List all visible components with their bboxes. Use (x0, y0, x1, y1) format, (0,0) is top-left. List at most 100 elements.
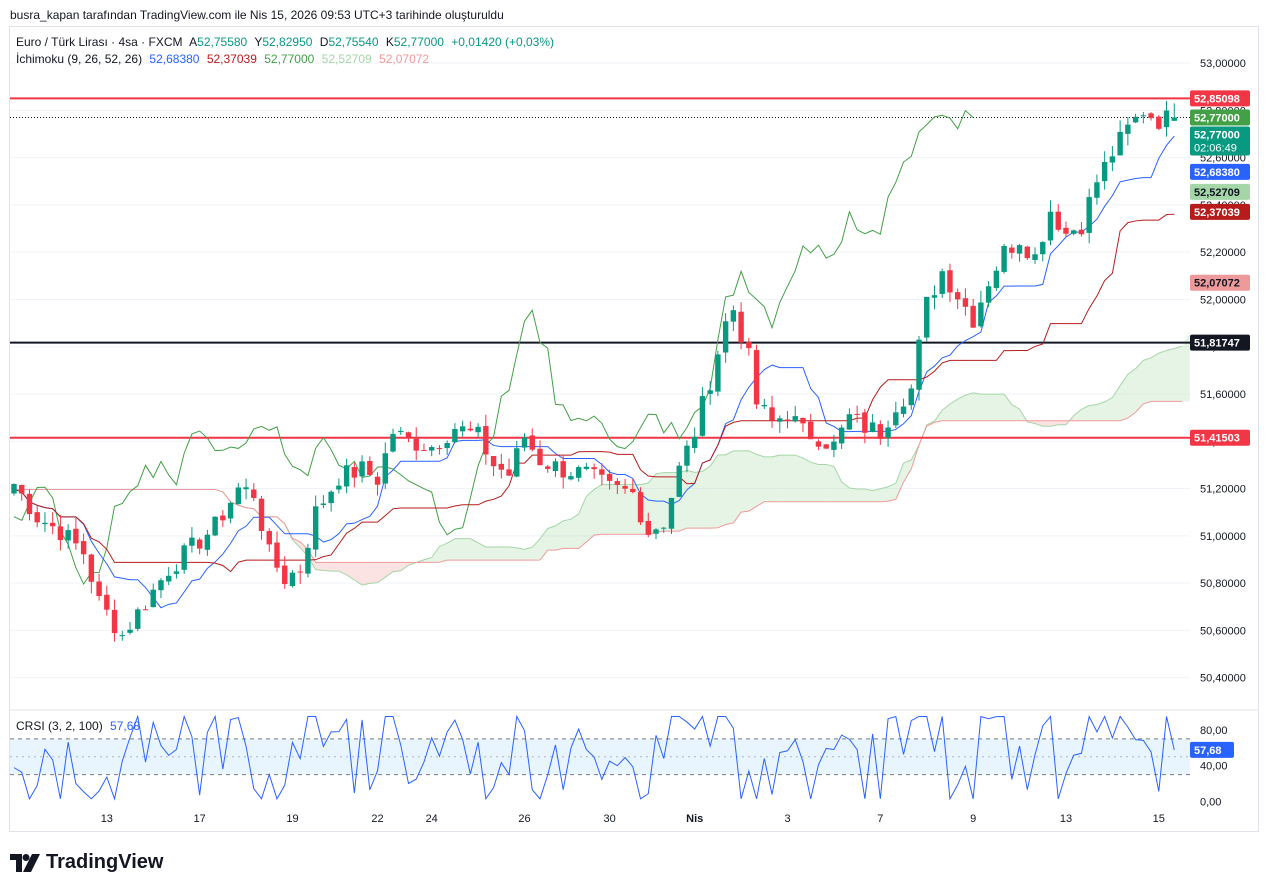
ichimoku-cloud-segment (1158, 350, 1167, 402)
candle-body (19, 484, 25, 494)
ichimoku-cloud-segment (725, 450, 734, 525)
candle-body (305, 547, 311, 574)
candle-body (374, 476, 381, 485)
ichimoku-cloud-segment (563, 519, 571, 549)
candle-body (653, 529, 659, 534)
x-tick-label: 9 (970, 813, 976, 825)
ichimoku-cloud-segment (385, 562, 394, 578)
candle-body (351, 467, 358, 478)
ichimoku-cloud-segment (802, 458, 811, 502)
ichimoku-cloud-segment (493, 546, 502, 561)
ichimoku-cloud-segment (942, 403, 950, 421)
candle-body (57, 526, 64, 541)
ichimoku-cloud-segment (1151, 353, 1159, 402)
ichimoku-span-a-line (14, 345, 1183, 586)
candle-body (622, 486, 628, 489)
ichimoku-cloud-segment (1120, 374, 1128, 421)
candle-body (336, 485, 342, 490)
x-tick-label: 22 (371, 813, 383, 825)
candle-body (297, 571, 303, 573)
open-label: A (189, 35, 198, 49)
candle-body (1009, 247, 1015, 253)
ichimoku-cloud-segment (833, 466, 842, 502)
ichimoku-cloud-segment (779, 455, 788, 502)
price-axis-countdown: 02:06:49 (1194, 142, 1237, 154)
candle-body (699, 396, 706, 436)
ichimoku-conversion-line (13, 135, 1175, 609)
price-axis-label: 52,37039 (1194, 207, 1240, 219)
price-tick-label: 50,40000 (1200, 673, 1246, 685)
candle-body (877, 424, 884, 439)
candle-body (80, 541, 87, 555)
ichimoku-cloud-segment (795, 455, 803, 502)
price-axis-label-bg (1190, 274, 1250, 291)
candle-body (1156, 116, 1162, 129)
x-tick-label: 19 (286, 813, 298, 825)
ichimoku-cloud-segment (617, 484, 626, 535)
candle-body (916, 339, 922, 390)
candle-body (235, 487, 242, 505)
ichimoku-cloud-segment (957, 395, 966, 421)
candle-body (382, 453, 388, 484)
ichimoku-cloud-segment (1042, 420, 1051, 427)
candle-body (823, 444, 829, 449)
candle-body (552, 461, 559, 472)
ichimoku-cloud-segment (988, 394, 997, 421)
candle-body (359, 461, 365, 477)
candle-body (808, 421, 814, 440)
ichimoku-cloud-segment (470, 538, 479, 561)
candle-body (96, 581, 102, 597)
x-tick-label: 24 (426, 813, 438, 825)
ichimoku-legend[interactable]: İchimoku (9, 26, 52, 26) 52,68380 52,370… (16, 52, 433, 66)
candle-body (769, 407, 775, 421)
ichimoku-cloud-segment (509, 546, 517, 561)
candle-body (637, 492, 644, 523)
ichimoku-cloud-segment (648, 473, 657, 535)
price-axis-label-bg (1190, 183, 1250, 200)
ichimoku-cloud-segment (1174, 346, 1182, 402)
ichimoku-cloud-segment (524, 547, 533, 561)
candle-body (165, 575, 172, 582)
candle-body (158, 580, 164, 591)
ichimoku-lagging-line (13, 109, 974, 586)
crsi-legend[interactable]: CRSI (3, 2, 100) 57,68 (16, 719, 144, 733)
candle-body (661, 527, 667, 529)
ichimoku-cloud-segment (888, 483, 896, 502)
ichimoku-name: İchimoku (9, 26, 52, 26) (16, 52, 143, 66)
candle-body (1101, 162, 1108, 182)
candle-body (668, 497, 675, 529)
candle-body (490, 456, 497, 467)
candle-body (645, 520, 651, 535)
candle-body (722, 321, 729, 353)
low-value: 52,75540 (328, 35, 379, 49)
symbol-legend[interactable]: Euro / Türk Lirası · 4sa · FXCM A52,7558… (16, 35, 558, 49)
candle-body (320, 503, 327, 506)
crsi-axis-label: 57,68 (1194, 745, 1222, 757)
candle-body (1047, 211, 1054, 241)
candle-body (1032, 254, 1038, 260)
ichimoku-cloud-segment (1143, 357, 1152, 404)
ichimoku-cloud-segment (980, 394, 989, 421)
candle-body (1086, 197, 1092, 233)
ichimoku-lagging-value: 52,77000 (264, 52, 315, 66)
candle-body (135, 609, 141, 629)
crsi-tick-label: 40,00 (1200, 761, 1228, 773)
crsi-axis-label-bg (1190, 741, 1234, 758)
candle-body (181, 545, 187, 570)
price-tick-label: 51,00000 (1200, 531, 1246, 543)
candle-body (413, 438, 419, 451)
ichimoku-cloud-segment (462, 538, 471, 561)
candle-body (707, 390, 713, 394)
ichimoku-cloud-segment (903, 459, 912, 483)
candle-body (1063, 227, 1069, 234)
tradingview-logo[interactable]: TradingView (10, 851, 163, 874)
candle-body (328, 491, 334, 504)
price-axis-label: 52,77000 (1194, 112, 1240, 124)
candle-body (1071, 230, 1077, 234)
candle-body (931, 295, 938, 298)
ichimoku-cloud-segment (965, 392, 974, 421)
candle-body (251, 489, 257, 498)
candle-body (1055, 211, 1061, 230)
price-axis-label-bg (1190, 163, 1250, 180)
